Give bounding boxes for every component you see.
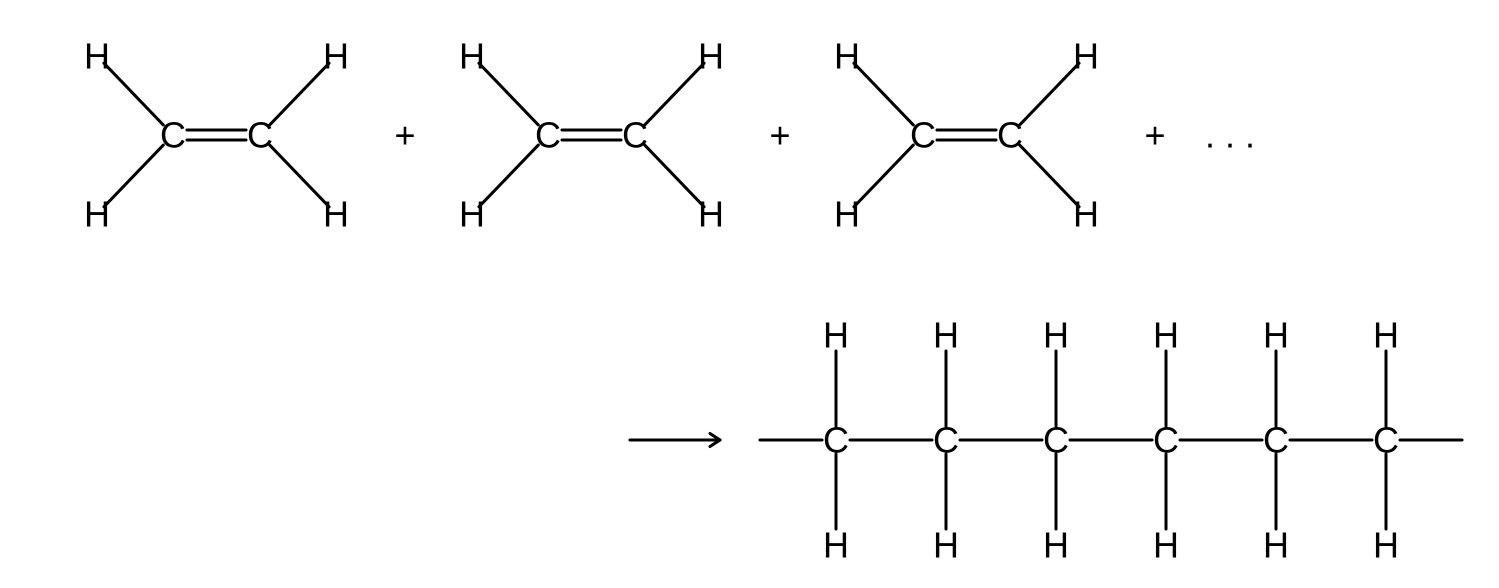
hydrogen-atom: H (933, 525, 959, 566)
ch-bond (645, 63, 704, 125)
hydrogen-atom: H (459, 194, 485, 235)
ch-bond (104, 63, 163, 125)
ethylene-monomer: C C H H H H (459, 36, 724, 235)
ch-bond (270, 145, 329, 207)
hydrogen-atom: H (823, 315, 849, 356)
hydrogen-atom: H (1073, 194, 1099, 235)
hydrogen-atom: H (323, 194, 349, 235)
ch-bond (479, 145, 538, 207)
ch-bond (104, 145, 163, 207)
hydrogen-atom: H (834, 36, 860, 77)
hydrogen-atom: H (1263, 525, 1289, 566)
hydrogen-atom: H (1153, 315, 1179, 356)
carbon-atom: C (622, 115, 648, 156)
hydrogen-atom: H (1373, 525, 1399, 566)
ch-bond (270, 63, 329, 125)
carbon-atom: C (160, 115, 186, 156)
ch-bond (854, 63, 913, 125)
hydrogen-atom: H (459, 36, 485, 77)
plus-operator: + (394, 115, 415, 156)
hydrogen-atom: H (933, 315, 959, 356)
reaction-arrow (630, 434, 720, 447)
ethylene-monomer: C C H H H H (84, 36, 349, 235)
plus-operator: + (1144, 115, 1165, 156)
carbon-atom: C (910, 115, 936, 156)
plus-operator: + (769, 115, 790, 156)
polymerization-diagram: C C H H H H C C H H H H C C H H H H + + + . . . C H H C H H C H H C H H C H… (0, 0, 1499, 588)
hydrogen-atom: H (1043, 525, 1069, 566)
hydrogen-atom: H (1263, 315, 1289, 356)
hydrogen-atom: H (698, 194, 724, 235)
carbon-atom: C (247, 115, 273, 156)
hydrogen-atom: H (84, 36, 110, 77)
ellipsis: . . . (1205, 115, 1255, 156)
hydrogen-atom: H (1073, 36, 1099, 77)
ch-bond (854, 145, 913, 207)
ch-bond (645, 145, 704, 207)
hydrogen-atom: H (1153, 525, 1179, 566)
hydrogen-atom: H (834, 194, 860, 235)
hydrogen-atom: H (698, 36, 724, 77)
ch-bond (1020, 145, 1079, 207)
hydrogen-atom: H (823, 525, 849, 566)
hydrogen-atom: H (1373, 315, 1399, 356)
hydrogen-atom: H (323, 36, 349, 77)
ethylene-monomer: C C H H H H (834, 36, 1099, 235)
carbon-atom: C (535, 115, 561, 156)
ch-bond (479, 63, 538, 125)
carbon-atom: C (997, 115, 1023, 156)
hydrogen-atom: H (84, 194, 110, 235)
polymer-chain: CHHCHHCHHCHHCHHCHH (760, 315, 1462, 566)
ch-bond (1020, 63, 1079, 125)
hydrogen-atom: H (1043, 315, 1069, 356)
